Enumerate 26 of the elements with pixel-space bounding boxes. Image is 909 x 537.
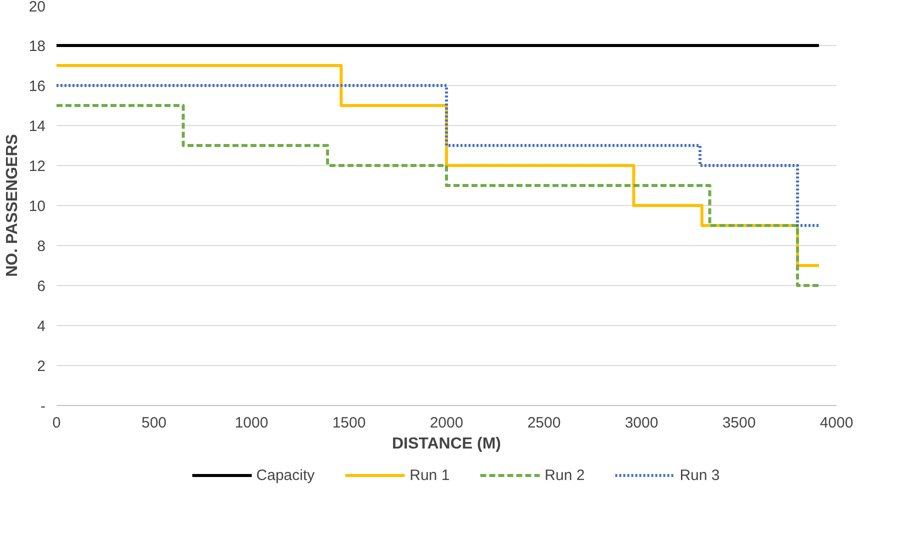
y-tick-label: 4 [37,318,46,335]
y-tick-label: 2 [37,358,46,375]
y-tick-label: 20 [28,0,46,16]
y-tick-label: 10 [28,198,46,215]
legend-label: Run 1 [410,466,450,484]
legend-label: Run 2 [544,466,585,484]
y-tick-label: 12 [28,158,46,175]
y-tick-label: 18 [28,38,46,55]
x-tick-label: 3500 [722,414,756,432]
y-tick-label: 16 [28,78,46,95]
y-tick-label: - [40,398,46,415]
x-tick-label: 2000 [430,414,464,432]
x-tick-label: 3000 [624,414,658,432]
legend-label: Capacity [256,466,315,484]
x-tick-label: 2500 [527,414,561,432]
y-tick-label: 6 [37,278,46,295]
legend-label: Run 3 [680,466,720,484]
x-axis-title: DISTANCE (M) [392,436,502,452]
x-tick-label: 0 [52,414,61,432]
y-tick-label: 8 [37,238,46,255]
y-tick-label: 14 [28,118,46,135]
y-axis-title: NO. PASSENGERS [4,134,21,277]
x-tick-label: 500 [141,414,167,432]
x-tick-label: 4000 [820,414,854,432]
x-tick-label: 1500 [332,414,366,432]
x-tick-label: 1000 [234,414,268,432]
